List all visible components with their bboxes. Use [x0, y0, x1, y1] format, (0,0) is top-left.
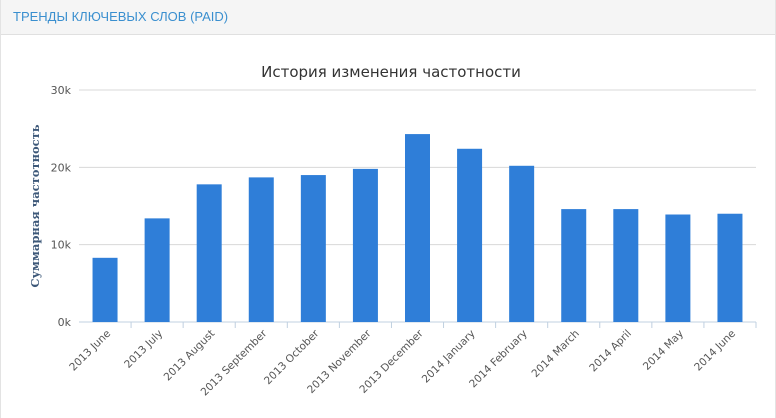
x-tick-label: 2014 March [529, 328, 581, 380]
x-tick-label: 2014 May [641, 328, 686, 373]
x-tick-label: 2013 July [122, 328, 165, 371]
x-tick-label: 2013 June [67, 328, 113, 374]
bar[interactable] [561, 209, 587, 322]
bar[interactable] [405, 134, 430, 322]
y-tick-label: 20k [51, 161, 72, 174]
bar[interactable] [196, 184, 222, 322]
bar[interactable] [248, 177, 274, 322]
bar[interactable] [300, 175, 326, 322]
bar[interactable] [665, 214, 691, 322]
chart-title: История изменения частотности [261, 63, 521, 81]
bar[interactable] [457, 148, 483, 322]
x-tick-label: 2013 October [262, 327, 322, 387]
x-tick-label: 2014 January [420, 328, 478, 386]
bar[interactable] [717, 213, 743, 322]
bar[interactable] [352, 168, 378, 322]
y-axis-ticks: 0k 10k 20k 30k [51, 84, 72, 329]
bars [92, 134, 743, 322]
y-tick-label: 10k [51, 239, 72, 252]
bar[interactable] [509, 165, 535, 322]
x-tick-label: 2013 August [162, 328, 218, 384]
y-tick-label: 0k [58, 316, 72, 329]
panel-title[interactable]: ТРЕНДЫ КЛЮЧЕВЫХ СЛОВ (PAID) [13, 9, 229, 24]
bar[interactable] [613, 209, 639, 322]
y-axis-label: Суммарная частотность [28, 124, 42, 287]
bar[interactable] [144, 218, 170, 322]
x-tick-label: 2014 April [587, 328, 634, 375]
panel-header: ТРЕНДЫ КЛЮЧЕВЫХ СЛОВ (PAID) [1, 0, 775, 35]
y-tick-label: 30k [51, 84, 72, 97]
x-tick-label: 2014 June [692, 328, 738, 374]
bar[interactable] [92, 257, 118, 322]
